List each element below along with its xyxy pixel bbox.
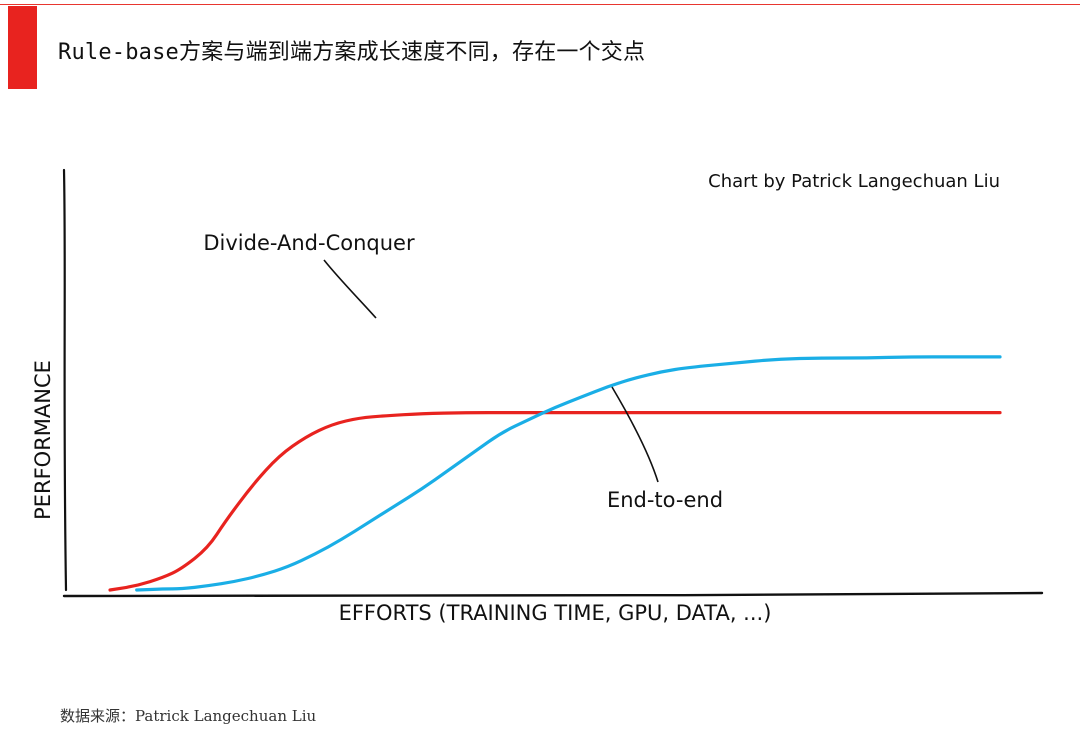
annotation-divide-and-conquer: Divide-And-Conquer — [203, 231, 415, 255]
y-axis-line — [62, 168, 68, 592]
series-line-end-to-end — [135, 355, 1002, 592]
annotation-leader-divide-and-conquer — [323, 259, 377, 319]
chart-credit: Chart by Patrick Langechuan Liu — [708, 171, 1000, 192]
x-axis-line — [62, 591, 1044, 598]
x-axis-label: EFFORTS (TRAINING TIME, GPU, DATA, ...) — [339, 601, 772, 625]
title-accent-bar — [8, 6, 37, 89]
slide-title: Rule-base方案与端到端方案成长速度不同，存在一个交点 — [58, 40, 646, 65]
y-axis-label: PERFORMANCE — [31, 360, 55, 520]
annotation-end-to-end: End-to-end — [607, 488, 723, 512]
series-line-divide-and-conquer — [108, 411, 1002, 592]
series-lines — [108, 355, 1002, 592]
source-note: 数据来源：Patrick Langechuan Liu — [60, 707, 317, 725]
chart-container: Chart by Patrick Langechuan Liu PERFORMA… — [20, 150, 1060, 640]
line-chart: Chart by Patrick Langechuan Liu PERFORMA… — [31, 168, 1044, 625]
top-rule — [0, 4, 1080, 5]
annotation-leader-end-to-end — [611, 386, 659, 483]
